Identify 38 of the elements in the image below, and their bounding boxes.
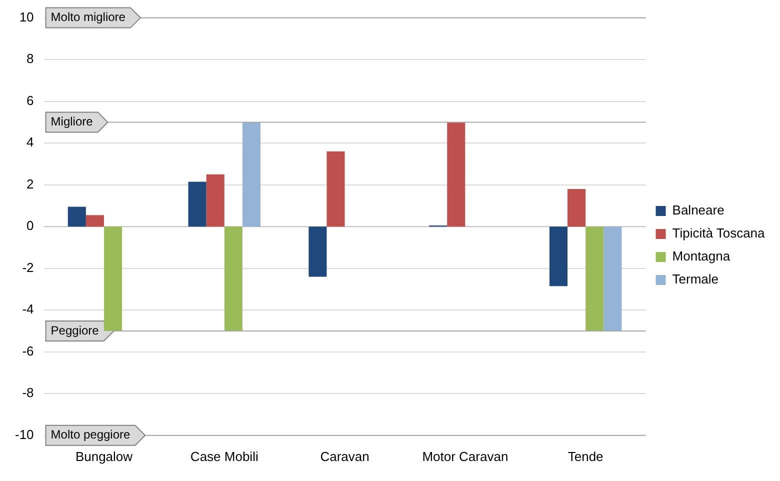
bar xyxy=(586,226,604,331)
x-tick-label: Motor Caravan xyxy=(422,448,508,464)
bar xyxy=(568,189,586,227)
x-tick-label: Case Mobili xyxy=(190,448,258,464)
bar xyxy=(604,226,622,331)
legend-label: Tipicità Toscana xyxy=(672,226,766,241)
bar xyxy=(206,174,224,227)
x-tick-label: Caravan xyxy=(320,448,370,464)
y-tick-label: 4 xyxy=(26,134,34,150)
x-tick-label: Bungalow xyxy=(75,448,134,464)
bar xyxy=(549,226,568,286)
y-tick-label: -2 xyxy=(22,260,34,275)
y-tick-label: 10 xyxy=(19,9,34,24)
bar xyxy=(68,206,86,227)
y-tick-label: 0 xyxy=(26,218,34,234)
y-tick-label: -6 xyxy=(22,343,34,358)
ref-line-label: Migliore xyxy=(50,114,94,129)
bar xyxy=(188,182,206,227)
bar xyxy=(224,226,242,331)
y-tick-label: 2 xyxy=(26,176,34,192)
y-tick-label: -10 xyxy=(14,426,34,442)
y-tick-label: -8 xyxy=(22,385,34,400)
ref-line-label: Peggiore xyxy=(50,323,100,338)
bar xyxy=(308,226,327,277)
legend-label: Termale xyxy=(672,272,719,287)
y-tick-label: -4 xyxy=(22,302,34,317)
ref-line-label: Molto migliore xyxy=(50,10,126,24)
bar xyxy=(242,122,261,227)
x-tick-label: Tende xyxy=(568,448,604,464)
legend-label: Montagna xyxy=(672,248,731,264)
legend-label: Balneare xyxy=(672,202,724,218)
ref-line-label: Molto peggiore xyxy=(50,428,130,442)
y-tick-label: 6 xyxy=(26,92,34,108)
bar xyxy=(326,151,345,227)
y-tick-label: 8 xyxy=(26,51,34,66)
bar xyxy=(104,226,122,331)
bar xyxy=(447,122,466,227)
bar xyxy=(86,215,104,227)
